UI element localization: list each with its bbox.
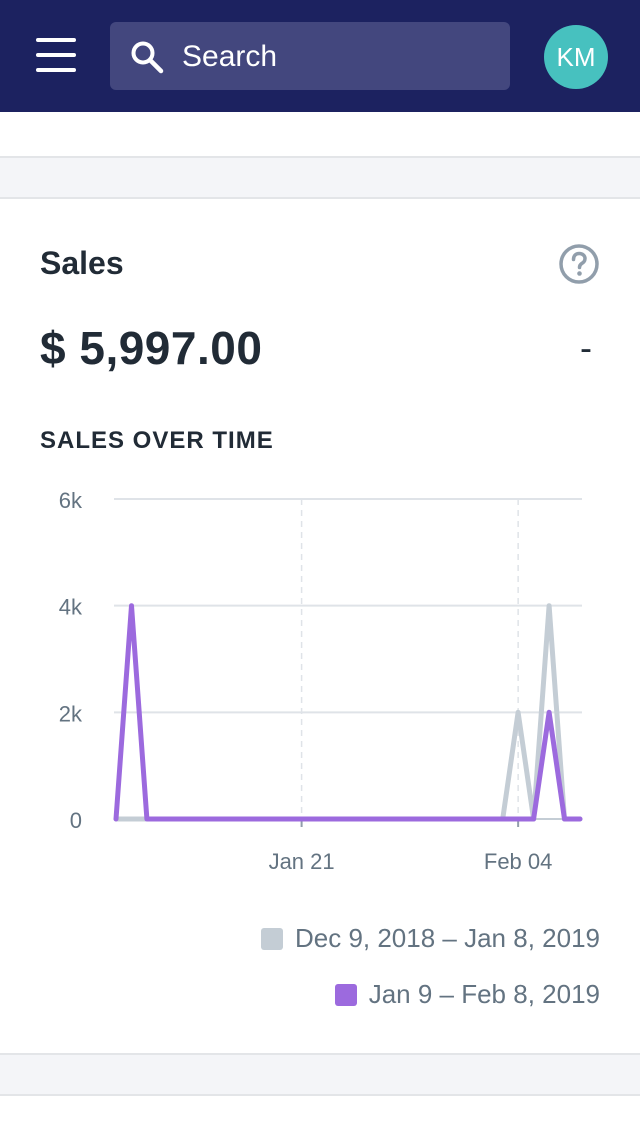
- search-icon: [131, 41, 164, 74]
- legend-swatch-previous: [260, 927, 283, 950]
- next-card: [0, 1094, 640, 1136]
- sales-chart: 6k 4k 2k 0 Jan 21 Feb 04: [59, 489, 583, 874]
- top-strip: [0, 112, 640, 158]
- menu-icon[interactable]: [36, 38, 76, 72]
- y-tick-label: 6k: [59, 489, 83, 513]
- legend-label-previous: Dec 9, 2018 – Jan 8, 2019: [294, 923, 600, 953]
- y-tick-label: 4k: [59, 595, 83, 620]
- avatar[interactable]: KM: [544, 25, 608, 89]
- legend-label-current: Jan 9 – Feb 8, 2019: [368, 979, 600, 1009]
- legend-swatch-current: [334, 983, 357, 1006]
- help-icon[interactable]: [558, 243, 600, 285]
- card-title: Sales: [40, 245, 124, 281]
- x-tick-label: Jan 21: [269, 849, 335, 874]
- y-tick-label: 0: [70, 808, 82, 833]
- search-placeholder: Search: [182, 40, 278, 73]
- sales-amount: $ 5,997.00: [40, 322, 263, 374]
- search-input[interactable]: Search: [110, 22, 510, 90]
- y-tick-label: 2k: [59, 701, 83, 726]
- series-line-current: [113, 603, 583, 822]
- chart-subtitle: SALES OVER TIME: [40, 427, 274, 454]
- legend-item-current: Jan 9 – Feb 8, 2019: [334, 979, 600, 1010]
- x-tick-label: Feb 04: [484, 849, 553, 874]
- sales-change: -: [580, 327, 592, 368]
- legend-item-previous: Dec 9, 2018 – Jan 8, 2019: [260, 923, 600, 954]
- sales-card: Sales $ 5,997.00 - SALES OVER TIME 6k 4k 2…: [0, 197, 640, 1055]
- top-bar: Search KM: [0, 0, 640, 112]
